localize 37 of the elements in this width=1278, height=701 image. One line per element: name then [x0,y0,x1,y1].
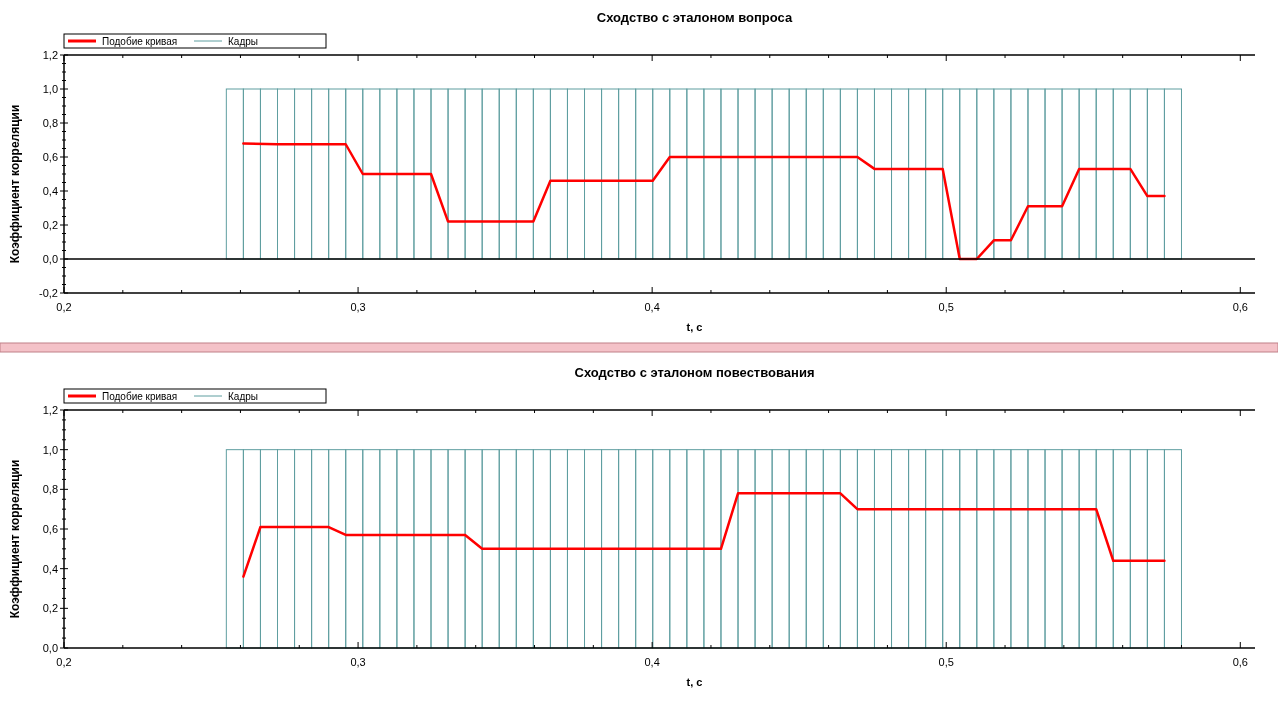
x-tick-label: 0,5 [938,656,954,668]
x-axis-title: t, c [686,321,703,333]
y-tick-label: 0,4 [42,562,58,575]
y-tick-label: 0,2 [42,602,58,615]
x-tick-label: 0,2 [56,301,72,313]
x-tick-label: 0,6 [1232,656,1248,668]
line-series [242,142,1166,261]
y-tick-label: 0,8 [42,483,58,496]
y-axis-title: Коэффициент корреляции [8,459,22,619]
y-tick-label: 1,2 [42,49,58,61]
y-axis-title: Коэффициент корреляции [8,104,22,264]
y-tick-label: 0,6 [42,523,58,535]
y-tick-label: 0,8 [42,117,58,129]
legend-label: Кадры [228,391,258,402]
x-tick-label: 0,6 [1232,301,1248,313]
y-tick-label: 1,0 [42,83,58,95]
y-tick-label: 1,0 [42,443,58,456]
y-tick-label: -0,2 [39,287,58,299]
chart-title: Сходство с эталоном вопроса [596,10,793,25]
y-tick-label: 0,0 [42,253,58,265]
x-tick-label: 0,3 [350,656,366,668]
y-tick-label: 0,0 [42,642,58,654]
x-tick-label: 0,4 [644,656,660,668]
x-tick-label: 0,3 [350,301,366,313]
y-tick-label: 0,6 [42,151,58,163]
line-series [242,492,1166,578]
x-tick-label: 0,5 [938,301,954,313]
chart-title: Сходство с эталоном повествования [574,365,815,380]
x-tick-label: 0,2 [56,656,72,668]
y-tick-label: 0,4 [42,185,58,197]
legend-label: Подобие кривая [102,36,178,47]
x-axis-title: t, c [686,676,703,688]
x-tick-label: 0,4 [644,301,660,313]
y-tick-label: 1,2 [42,404,58,416]
y-tick-label: 0,2 [42,219,58,231]
legend-label: Подобие кривая [102,391,178,402]
legend-label: Кадры [228,36,258,47]
